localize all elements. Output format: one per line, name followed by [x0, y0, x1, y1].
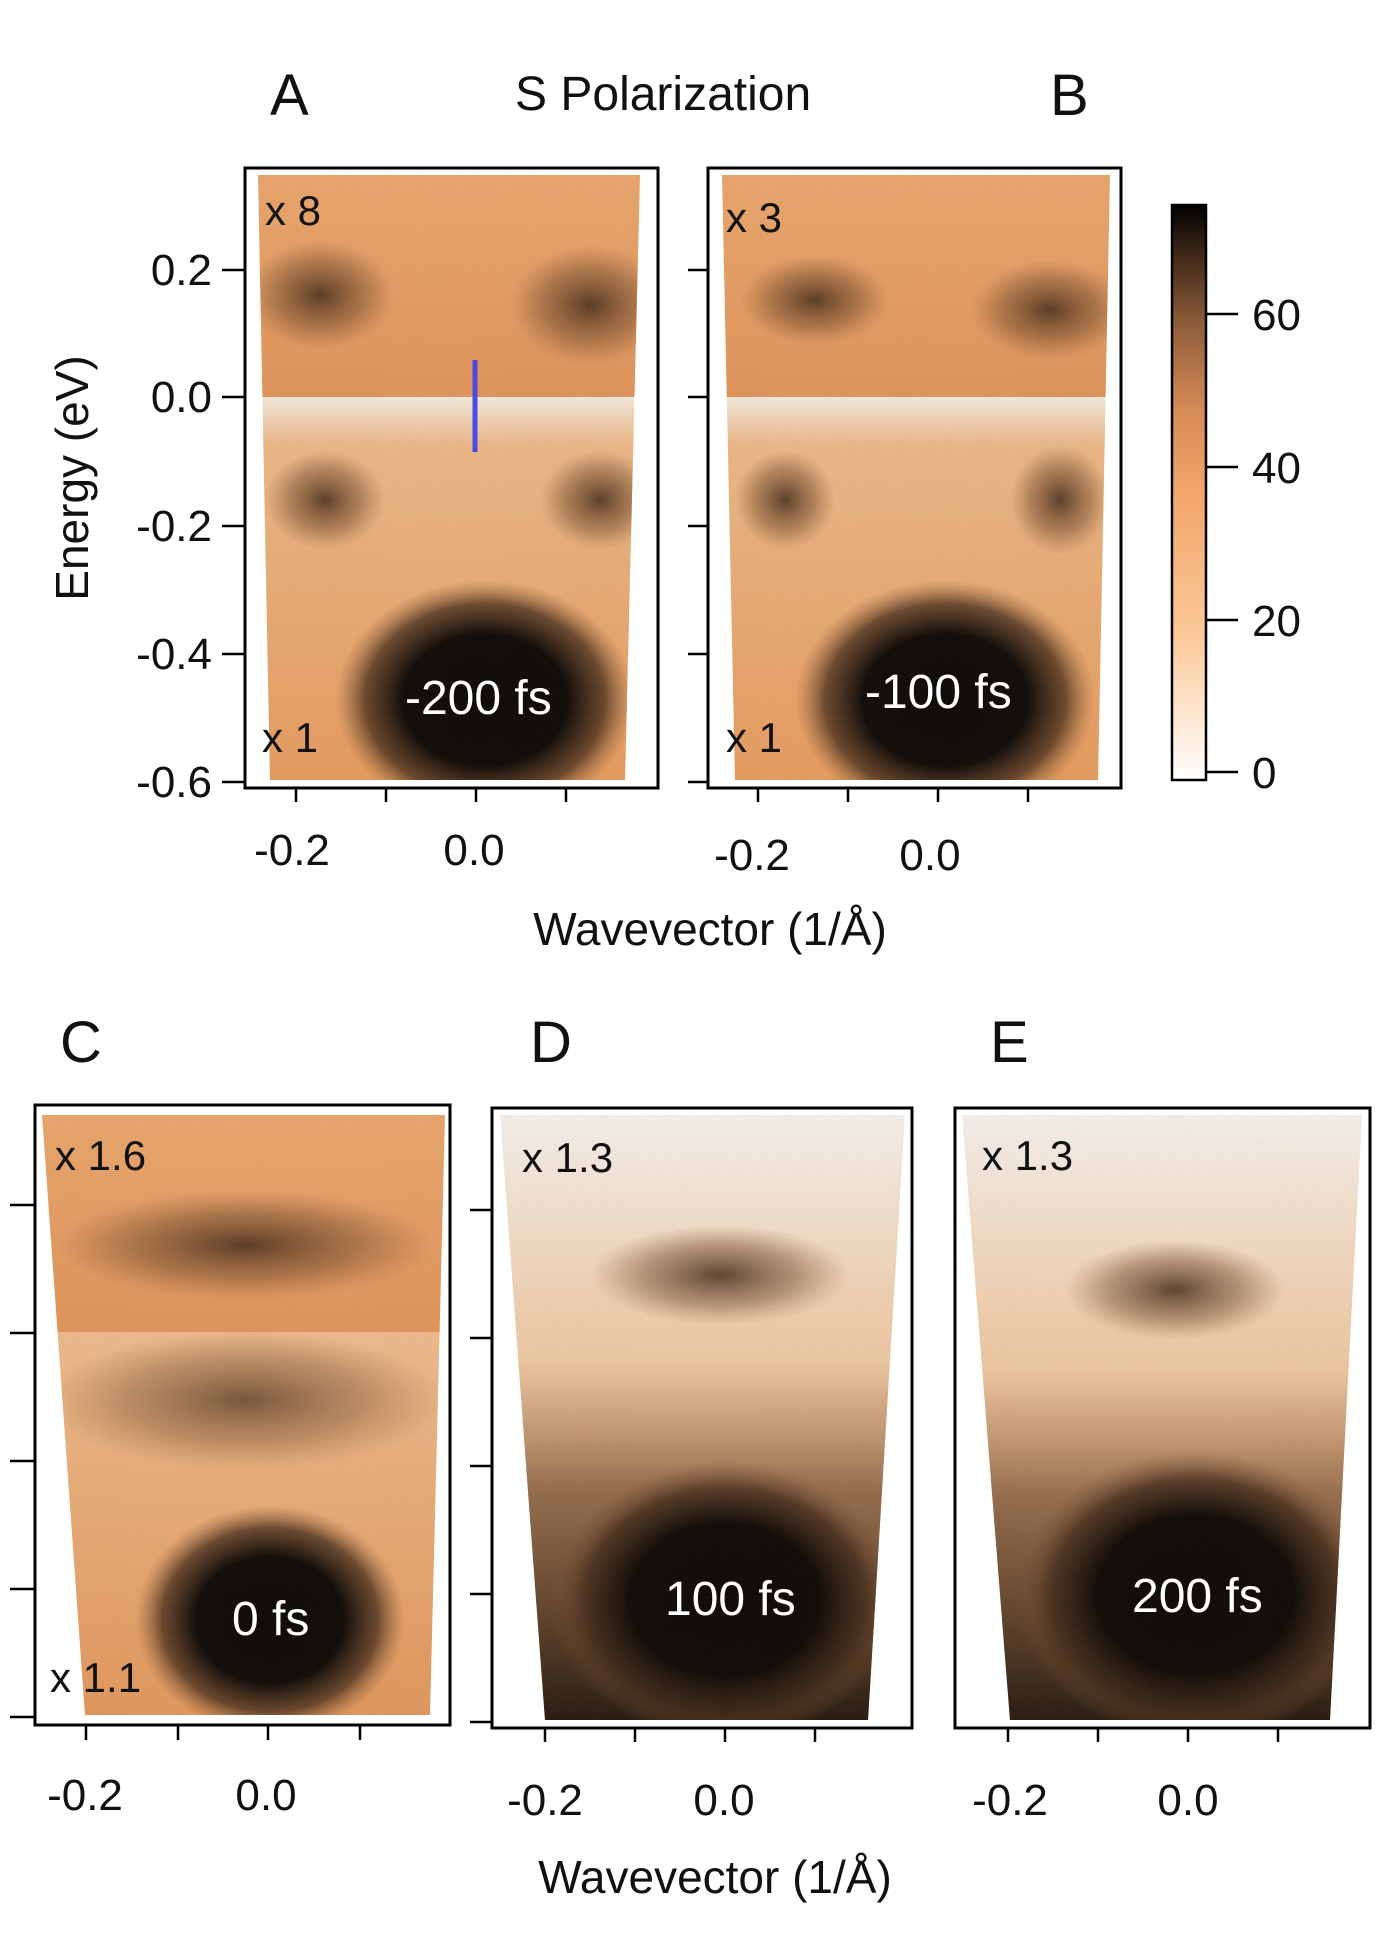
colorbar-tick-label: 0 [1252, 749, 1276, 798]
y-tick-label: -0.2 [136, 502, 212, 551]
multiplier-upper-b: x 3 [726, 194, 782, 241]
panel-c: x 1.6 x 1.1 0 fs [10, 1103, 452, 1727]
x-tick-label: -0.2 [47, 1771, 123, 1820]
panel-letter-e: E [990, 1010, 1029, 1075]
x-axis-d: -0.2 0.0 [507, 1728, 817, 1825]
x-tick-label: 0.0 [235, 1771, 296, 1820]
multiplier-lower-c: x 1.1 [50, 1654, 141, 1701]
panel-letter-d: D [530, 1010, 572, 1075]
x-tick-label: -0.2 [254, 826, 330, 875]
multiplier-upper-e: x 1.3 [982, 1132, 1073, 1179]
x-tick-label: -0.2 [714, 831, 790, 880]
chart-title: S Polarization [515, 68, 811, 121]
x-axis-a: -0.2 0.0 [254, 788, 568, 875]
y-tick-label: 0.2 [151, 246, 212, 295]
x-axis-b: -0.2 0.0 [714, 788, 1030, 880]
x-tick-label: -0.2 [507, 1776, 583, 1825]
colorbar-tick-label: 20 [1252, 597, 1301, 646]
y-axis: 0.2 0.0 -0.2 -0.4 -0.6 Energy (eV) [46, 246, 245, 807]
x-tick-label: 0.0 [1157, 1776, 1218, 1825]
delay-label-e: 200 fs [1132, 1570, 1263, 1623]
y-tick-label: -0.6 [136, 758, 212, 807]
multiplier-upper-a: x 8 [265, 187, 321, 234]
x-axis-c: -0.2 0.0 [47, 1725, 362, 1820]
x-tick-label: 0.0 [693, 1776, 754, 1825]
colorbar: 60 40 20 0 [1170, 203, 1301, 798]
delay-label-d: 100 fs [665, 1573, 796, 1626]
delay-label-a: -200 fs [405, 672, 552, 725]
colorbar-tick-label: 60 [1252, 291, 1301, 340]
y-tick-label: -0.4 [136, 630, 212, 679]
y-axis-label: Energy (eV) [46, 355, 98, 600]
delay-label-c: 0 fs [232, 1593, 309, 1646]
multiplier-lower-a: x 1 [262, 714, 318, 761]
x-axis-label-bottom: Wavevector (1/Å) [538, 1851, 892, 1903]
y-tick-label: 0.0 [151, 373, 212, 422]
panel-letter-b: B [1050, 63, 1089, 128]
x-tick-label: 0.0 [899, 831, 960, 880]
x-axis-label-top: Wavevector (1/Å) [533, 903, 887, 955]
panel-e: x 1.3 200 fs [953, 1106, 1372, 1730]
x-axis-e: -0.2 0.0 [972, 1728, 1280, 1825]
x-tick-label: 0.0 [443, 826, 504, 875]
x-tick-label: -0.2 [972, 1776, 1048, 1825]
panel-d: x 1.3 100 fs [470, 1106, 914, 1730]
colorbar-tick-label: 40 [1252, 444, 1301, 493]
panel-b: x 3 x 1 -100 fs [688, 166, 1123, 790]
multiplier-upper-c: x 1.6 [55, 1132, 146, 1179]
multiplier-lower-b: x 1 [726, 714, 782, 761]
panel-letter-c: C [60, 1010, 102, 1075]
multiplier-upper-d: x 1.3 [522, 1134, 613, 1181]
delay-label-b: -100 fs [865, 666, 1012, 719]
panel-a: x 8 x 1 -200 fs [243, 166, 660, 790]
panel-letter-a: A [270, 63, 309, 128]
